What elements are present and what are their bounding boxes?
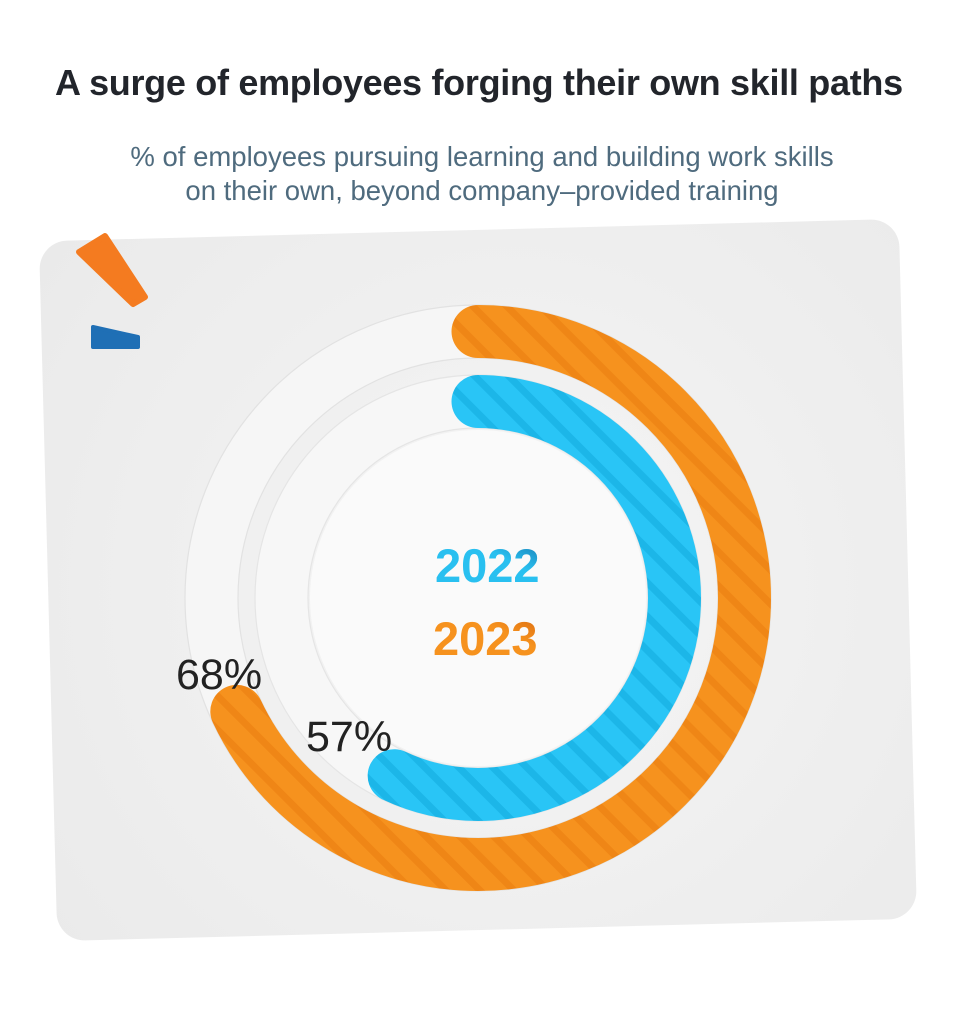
svg-text:68%: 68% [176,651,262,699]
svg-text:2022: 2022 [435,539,540,592]
svg-text:2023: 2023 [433,612,538,665]
svg-text:57%: 57% [306,713,392,761]
